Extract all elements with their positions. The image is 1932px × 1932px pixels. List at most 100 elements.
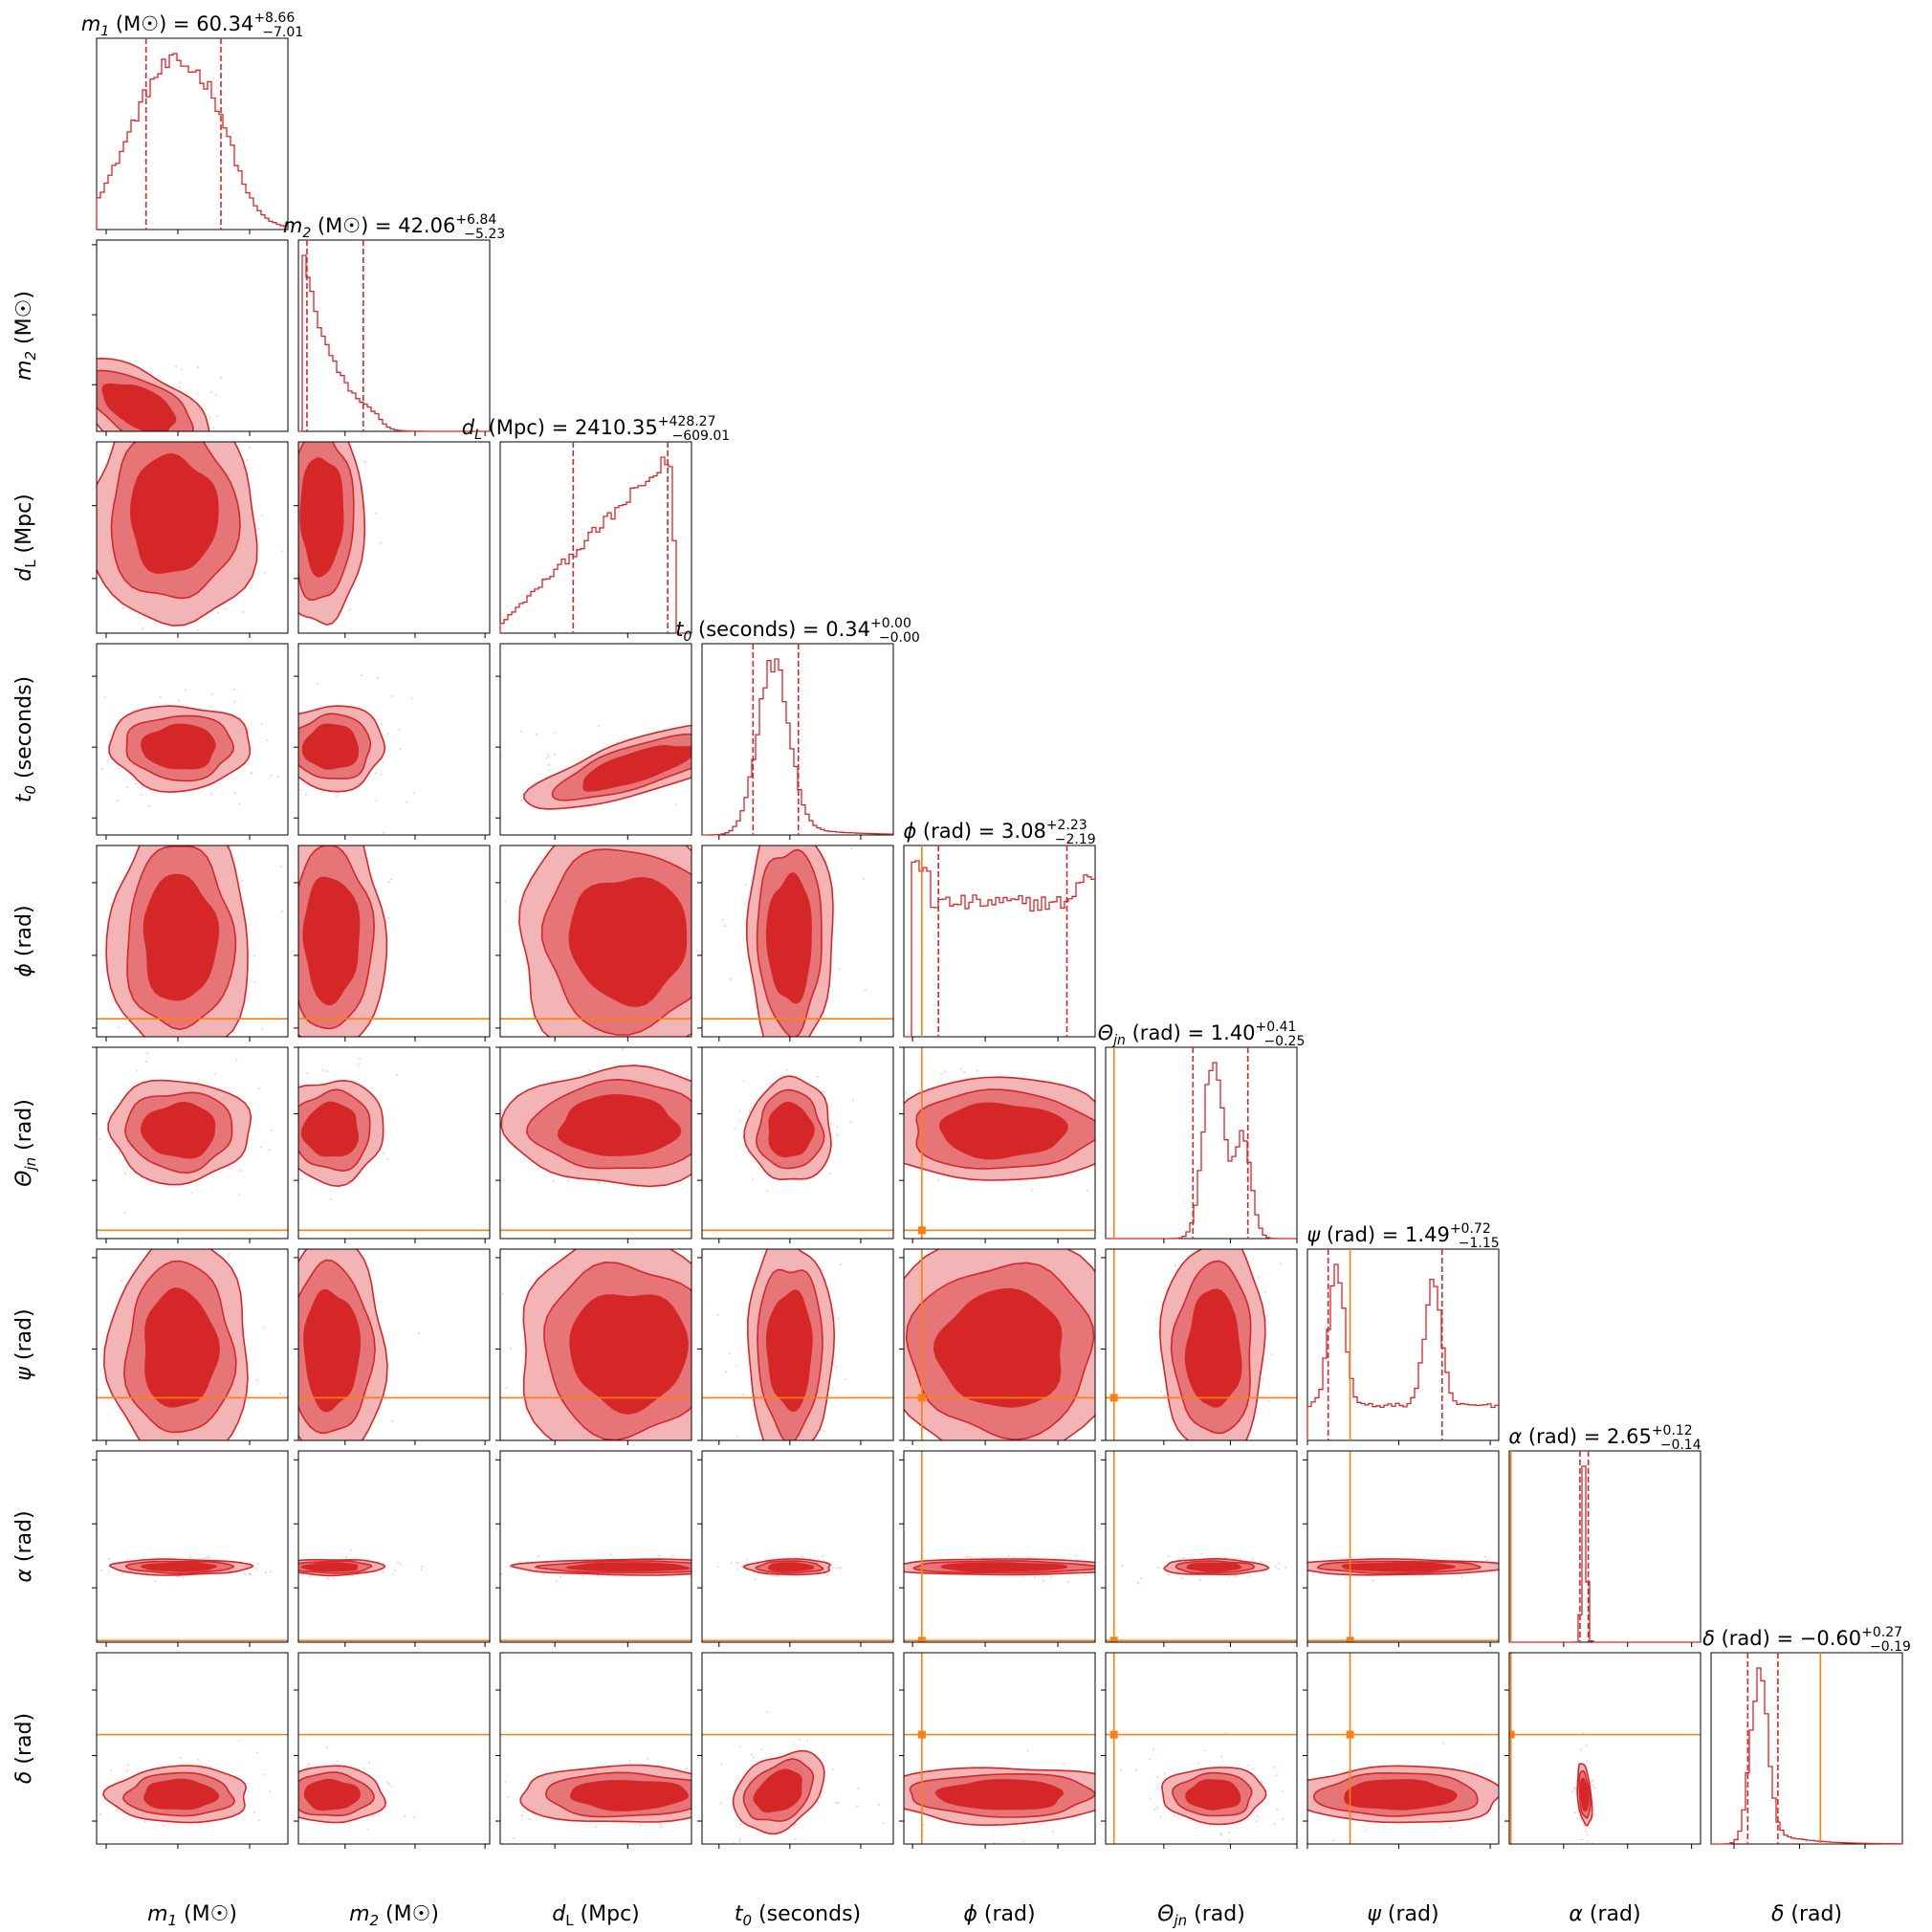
axis-symbol: α [12,1569,36,1583]
sample-point [187,804,188,806]
sample-point [728,1352,731,1355]
contour-level-3 [569,1780,689,1811]
pair-content [1307,1653,1550,1844]
pair-panel-phi-delta [848,1652,1096,1845]
sample-point [747,752,749,754]
sample-point [887,1783,889,1785]
pair-content [904,1249,1144,1447]
title-upper-error: +428.27 [658,414,716,429]
sample-point [1548,1828,1550,1830]
sample-point [262,1773,265,1776]
sample-point [746,1558,749,1561]
sample-point [882,1822,885,1825]
pair-content [702,1711,893,1844]
sample-point [965,1555,968,1558]
sample-point [118,1151,121,1153]
sample-point [290,1797,292,1799]
sample-point [306,433,308,435]
hist-frame [96,37,289,231]
sample-point [573,1496,575,1498]
sample-point [1281,1789,1284,1792]
sample-point [55,1564,56,1566]
sample-point [187,652,188,654]
sample-point [801,1493,803,1495]
title-m2: m2 (M☉) = 42.06+6.84 −5.23 [283,212,505,242]
sample-point [738,1759,740,1761]
sample-point [428,1564,430,1566]
sample-point [705,780,707,782]
sample-point [256,1570,258,1571]
sample-point [1573,1811,1576,1814]
sample-point [79,682,81,684]
sample-point [848,1769,850,1771]
pair-frame [96,845,289,1038]
sample-point [1108,1130,1109,1131]
axis-subscript: L [22,560,39,568]
sample-point [1237,1487,1239,1489]
sample-point [116,1810,119,1812]
sample-point [683,825,685,827]
sample-point [87,1123,89,1125]
sample-point [807,1224,809,1226]
sample-point [1022,1840,1025,1843]
sample-point [377,1560,380,1563]
sample-point [491,1117,493,1119]
sample-point [209,706,211,708]
sample-point [1121,1565,1124,1568]
sample-point [742,1393,745,1395]
sample-point [732,1559,734,1561]
sample-point [380,774,383,776]
sample-point [1576,1817,1579,1820]
sample-point [838,968,841,971]
sample-point [1077,1558,1080,1561]
sample-point [317,682,319,685]
sample-point [884,1160,886,1162]
sample-point [1442,1743,1445,1745]
pair-panel-m1-alpha [55,1450,289,1643]
histogram-delta [1711,1667,1902,1845]
sample-point [698,1094,700,1096]
sample-point [473,1221,475,1223]
sample-point [1345,1576,1348,1579]
contour-level-3 [1579,1777,1590,1811]
sample-point [1074,1554,1077,1557]
sample-point [686,1767,688,1769]
sample-point [283,1571,285,1573]
axis-symbol: t [12,793,36,802]
pair-frame [499,1652,692,1845]
sample-point [704,1565,706,1567]
pair-content [904,1451,1095,1642]
sample-point [822,1554,823,1557]
sample-point [741,1350,743,1351]
sample-point [1200,1246,1202,1248]
sample-point [780,1534,782,1536]
sample-point [224,1448,226,1450]
sample-point [1592,1779,1594,1782]
sample-point [1228,1840,1231,1843]
contour-level-3 [140,1101,216,1159]
sample-point [647,1757,649,1760]
sample-point [158,1198,160,1200]
pair-content [1268,1451,1499,1642]
pair-panel-m1-dl [33,395,289,654]
contour-level-3 [768,1101,815,1158]
sample-point [33,395,34,397]
sample-point [1142,1445,1144,1447]
pair-panel-m1-t0 [79,643,289,836]
sample-point [777,1574,779,1577]
sample-point [859,801,861,802]
sample-point [348,1194,350,1196]
sample-point [382,1570,384,1573]
sample-point [1219,1765,1221,1767]
sample-point [905,1091,907,1094]
sample-point [309,1575,312,1578]
sample-point [356,405,358,406]
sample-point [1268,1557,1270,1559]
contour-level-3 [1341,1562,1457,1572]
sample-point [1184,1470,1186,1472]
sample-point [383,1152,385,1154]
sample-point [107,1557,110,1560]
contour-level-3 [301,723,360,770]
title-unit: (rad) = 3.08 [916,820,1046,843]
sample-point [889,1109,890,1111]
